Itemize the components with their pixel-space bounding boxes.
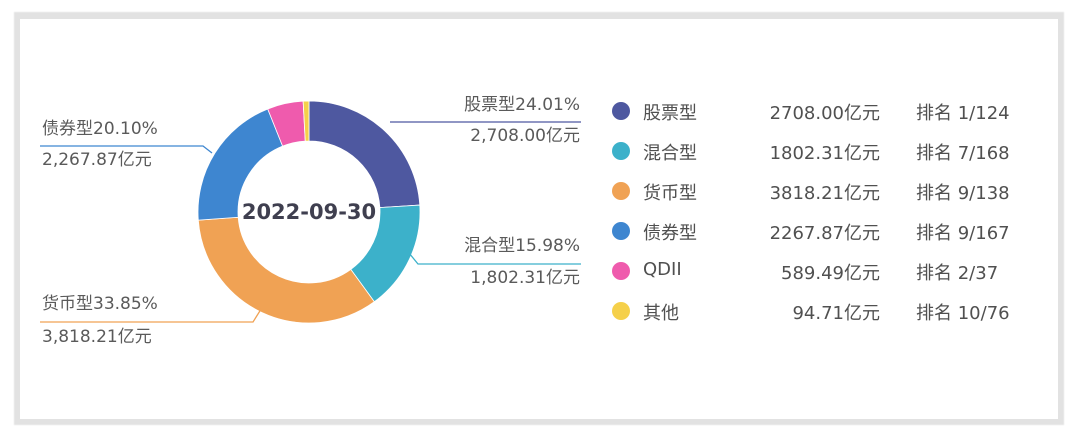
legend-rank: 排名 9/167 [916, 223, 1010, 244]
legend-row-qdii[interactable]: QDII 589.49亿元 排名 2/37 [610, 257, 1030, 287]
legend-name: 混合型 [643, 143, 697, 164]
legend-name: 股票型 [643, 103, 697, 124]
callout-lines [40, 121, 581, 323]
legend-dot-icon [612, 102, 630, 120]
legend-name: 其他 [643, 303, 679, 324]
legend-value: 3818.21亿元 [769, 183, 880, 204]
legend-row-other[interactable]: 其他 94.71亿元 排名 10/76 [610, 297, 1030, 327]
legend-row-bond[interactable]: 债券型 2267.87亿元 排名 9/167 [610, 217, 1030, 247]
callout-bond-value: 2,267.87亿元 [42, 150, 152, 170]
callout-money-pct: 货币型33.85% [42, 294, 158, 314]
legend-rank: 排名 10/76 [916, 303, 1010, 324]
legend-row-stock[interactable]: 股票型 2708.00亿元 排名 1/124 [610, 97, 1030, 127]
legend-name: 货币型 [643, 183, 697, 204]
legend-dot-icon [612, 182, 630, 200]
chart-panel [20, 19, 1058, 419]
callout-mixed-pct: 混合型15.98% [464, 236, 580, 256]
legend-rank: 排名 9/138 [916, 183, 1010, 204]
callout-line-mixed [408, 252, 581, 265]
legend-dot-icon [612, 302, 630, 320]
legend-rank: 排名 1/124 [916, 103, 1010, 124]
donut-slice-5[interactable] [302, 100, 310, 142]
legend-value: 1802.31亿元 [769, 143, 880, 164]
legend-dot-icon [612, 262, 630, 280]
legend-row-money[interactable]: 货币型 3818.21亿元 排名 9/138 [610, 177, 1030, 207]
callout-mixed-value: 1,802.31亿元 [470, 268, 580, 288]
donut-slice-0[interactable] [308, 100, 421, 208]
callout-line-money [40, 305, 264, 323]
legend-dot-icon [612, 142, 630, 160]
legend-value: 94.71亿元 [792, 303, 880, 324]
legend-rank: 排名 2/37 [916, 263, 999, 284]
legend-value: 2267.87亿元 [769, 223, 880, 244]
legend-rank: 排名 7/168 [916, 143, 1010, 164]
legend-value: 2708.00亿元 [769, 103, 880, 124]
legend-row-mixed[interactable]: 混合型 1802.31亿元 排名 7/168 [610, 137, 1030, 167]
donut-slices [197, 100, 421, 324]
legend-name: 债券型 [643, 223, 697, 244]
callout-line-bond [40, 145, 213, 154]
center-date-label: 2022-09-30 [241, 200, 377, 224]
callout-bond-pct: 债券型20.10% [42, 119, 158, 139]
callout-stock-pct: 股票型24.01% [464, 95, 580, 115]
legend-name: QDII [643, 259, 682, 280]
legend-value: 589.49亿元 [781, 263, 880, 284]
donut-slice-2[interactable] [197, 216, 375, 324]
callout-stock-value: 2,708.00亿元 [470, 126, 580, 146]
legend-dot-icon [612, 222, 630, 240]
callout-money-value: 3,818.21亿元 [42, 327, 152, 347]
